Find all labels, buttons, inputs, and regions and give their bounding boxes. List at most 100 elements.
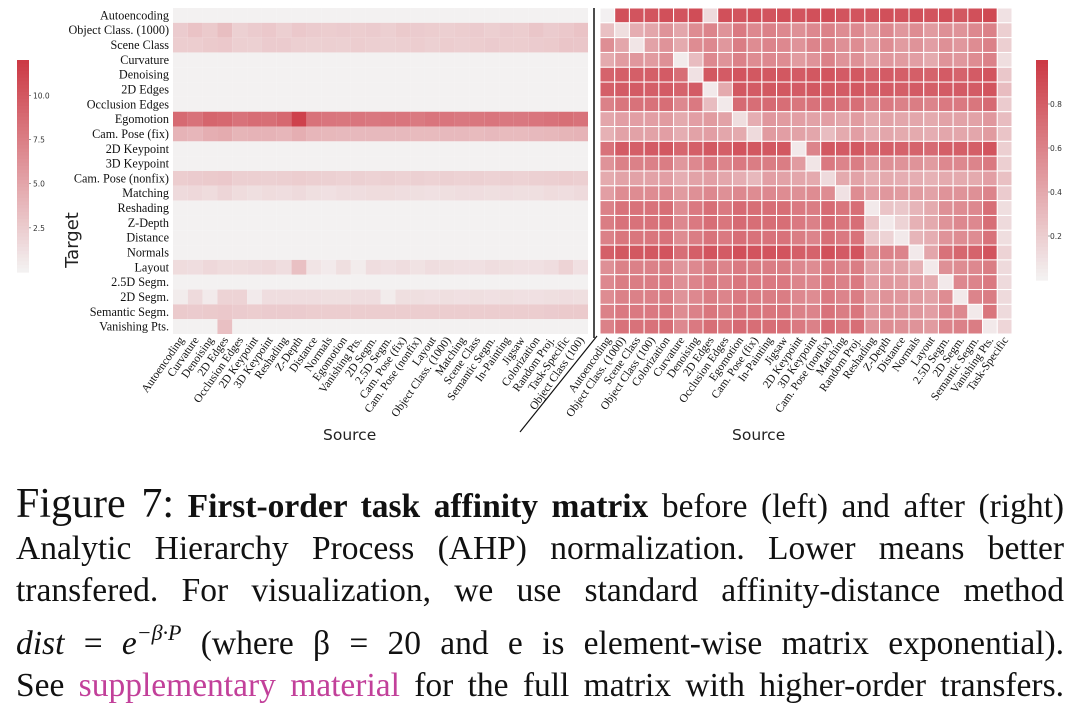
heatmap-cell [790, 214, 807, 231]
heatmap-cell [864, 155, 881, 172]
heatmap-cell [820, 318, 836, 335]
heatmap-cell [879, 259, 895, 276]
figure-caption: Figure 7: First-order task affinity matr… [16, 483, 1064, 707]
heatmap-cell [628, 244, 645, 261]
heatmap-cell [232, 52, 248, 68]
heatmap-cell [673, 303, 689, 320]
heatmap-cell [528, 230, 544, 246]
heatmap-cell [628, 37, 645, 53]
heatmap-cell [702, 111, 719, 128]
heatmap-cell [805, 259, 822, 276]
heatmap-cell [187, 22, 203, 38]
heatmap-cell [513, 259, 529, 275]
heatmap-cell [687, 303, 704, 320]
heatmap-cell [424, 96, 440, 112]
heatmap-cell [643, 289, 660, 305]
right-colorbar-gradient-band [1036, 272, 1048, 277]
heatmap-cell [232, 82, 248, 97]
row-label: Semantic Segm. [90, 305, 169, 319]
heatmap-cell [805, 289, 822, 305]
heatmap-cell [717, 37, 733, 53]
heatmap-cell [643, 7, 660, 24]
heatmap-cell [820, 7, 836, 24]
heatmap-cell [614, 155, 630, 172]
heatmap-cell [232, 22, 248, 38]
heatmap-cell [834, 140, 851, 157]
row-label: Layout [134, 260, 169, 274]
heatmap-cell [232, 141, 248, 157]
heatmap-cell [306, 8, 322, 23]
heatmap-cell [499, 52, 514, 68]
heatmap-cell [484, 274, 500, 290]
heatmap-cell [599, 303, 616, 320]
heatmap-cell [937, 37, 954, 53]
heatmap-cell [543, 200, 559, 216]
heatmap-panel-right [599, 7, 1013, 335]
heatmap-cell [923, 22, 939, 39]
heatmap-cell [776, 185, 792, 202]
heatmap-cell [395, 111, 411, 127]
right-colorbar-gradient-band [1036, 214, 1048, 219]
heatmap-cell [558, 245, 574, 260]
heatmap-cell [658, 274, 675, 291]
heatmap-cell [247, 245, 262, 260]
heatmap-cell [306, 215, 322, 231]
heatmap-cell [893, 200, 910, 216]
heatmap-cell [454, 319, 470, 334]
heatmap-cell [982, 37, 998, 53]
heatmap-cell [336, 96, 351, 112]
heatmap-cell [484, 141, 500, 157]
heatmap-cell [306, 304, 322, 320]
heatmap-cell [687, 170, 704, 187]
heatmap-cell [499, 230, 514, 246]
supplementary-material-link[interactable]: supplementary material [78, 667, 400, 704]
heatmap-cell [746, 274, 763, 291]
heatmap-cell [291, 22, 307, 38]
left-colorbar-gradient-band [17, 240, 29, 245]
heatmap-cell [217, 67, 233, 83]
heatmap-cell [658, 126, 675, 142]
heatmap-cell [336, 230, 351, 246]
heatmap-cell [879, 274, 895, 291]
heatmap-cell [499, 37, 514, 53]
heatmap-cell [187, 111, 203, 127]
row-label: Object Class. (1000) [68, 23, 169, 37]
heatmap-cell [879, 7, 895, 24]
left-colorbar-gradient-band [17, 102, 29, 107]
heatmap-cell [599, 66, 616, 83]
heatmap-cell [350, 67, 366, 83]
heatmap-cell [776, 37, 792, 53]
heatmap-cell [513, 319, 529, 334]
heatmap-cell [761, 185, 778, 202]
heatmap-cell [967, 244, 984, 261]
heatmap-cell [761, 244, 778, 261]
heatmap-cell [702, 126, 719, 142]
heatmap-cell [996, 289, 1013, 305]
heatmap-cell [306, 111, 322, 127]
heatmap-cell [893, 244, 910, 261]
heatmap-cell [982, 51, 998, 68]
heatmap-cell [687, 140, 704, 157]
heatmap-cell [247, 111, 262, 127]
heatmap-cell [937, 111, 954, 128]
heatmap-cell [261, 37, 277, 53]
heatmap-cell [790, 259, 807, 276]
heatmap-cell [513, 141, 529, 157]
right-colorbar-tick-label: 0.6 [1050, 144, 1062, 153]
heatmap-cell [879, 51, 895, 68]
heatmap-cell [599, 289, 616, 305]
heatmap-cell [967, 81, 984, 98]
heatmap-cell [365, 82, 381, 97]
heatmap-cell [658, 66, 675, 83]
heatmap-cell [658, 185, 675, 202]
right-colorbar-gradient-band [1036, 170, 1048, 175]
heatmap-cell [673, 170, 689, 187]
heatmap-cell [247, 37, 262, 53]
heatmap-cell [395, 96, 411, 112]
heatmap-cell [643, 303, 660, 320]
heatmap-cell [996, 303, 1013, 320]
heatmap-cell [658, 7, 675, 24]
heatmap-cell [187, 230, 203, 246]
heatmap-cell [937, 22, 954, 39]
heatmap-cell [291, 67, 307, 83]
